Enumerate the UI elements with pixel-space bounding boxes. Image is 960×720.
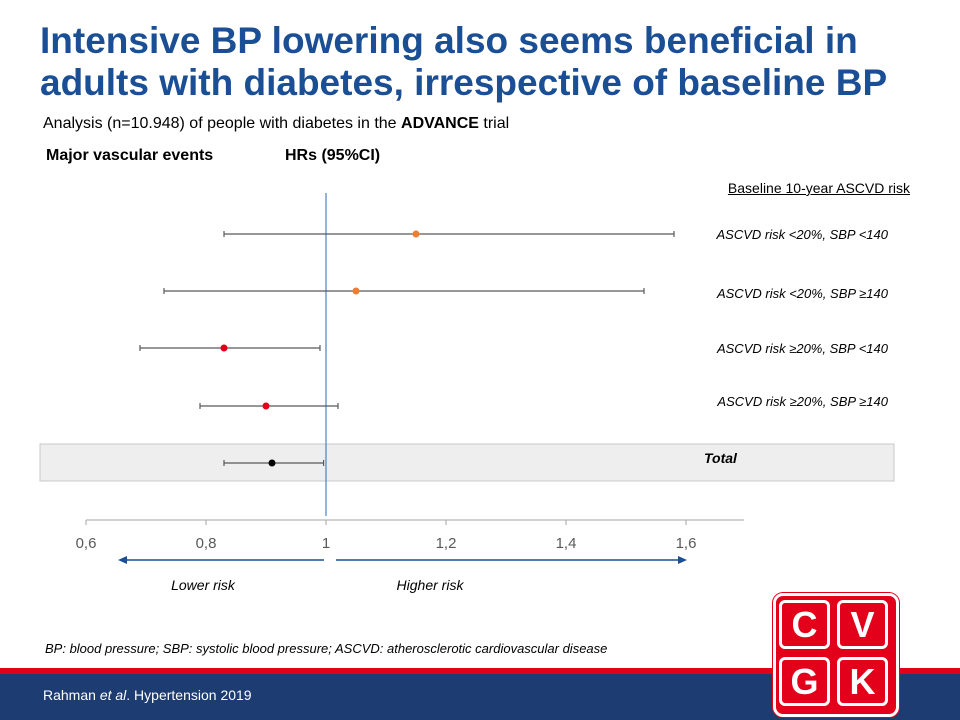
citation-source: . Hypertension 2019 [126, 687, 252, 703]
higher-risk-label: Higher risk [397, 577, 465, 593]
logo-letter-c: C [779, 600, 830, 649]
x-tick-label-3: 1,2 [436, 535, 457, 552]
hr-point-4 [262, 402, 270, 410]
subtitle-text: Analysis (n=10.948) of people with diabe… [43, 115, 402, 132]
cvgk-logo: C V G K [773, 593, 899, 717]
trial-name: ADVANCE [401, 115, 479, 132]
forest-plot: 0,6 0,8 1 1,2 1,4 1,6 Lower risk Higher risk [39, 193, 895, 593]
lower-risk-arrowhead [118, 556, 127, 564]
total-row-band [39, 443, 895, 482]
hr-column-header: HRs (95%CI) [285, 147, 381, 164]
hr-point-3 [220, 344, 228, 352]
row-label-3: ASCVD risk ≥20%, SBP <140 [716, 341, 888, 356]
x-tick-label-5: 1,6 [676, 535, 697, 552]
legend-title: Baseline 10-year ASCVD risk [727, 180, 910, 196]
hr-point-1 [412, 230, 420, 238]
logo-letter-g: G [779, 657, 830, 706]
citation: Rahman et al. Hypertension 2019 [43, 687, 252, 703]
hr-point-2 [352, 287, 360, 295]
x-tick-label-0: 0,6 [76, 535, 97, 552]
logo-letter-k: K [837, 657, 888, 706]
row-label-total: Total [704, 450, 737, 466]
row-label-2: ASCVD risk <20%, SBP ≥140 [716, 286, 888, 301]
x-tick-label-1: 0,8 [196, 535, 217, 552]
logo-letter-v: V [837, 600, 888, 649]
footer-accent-line [0, 668, 960, 674]
citation-authors: Rahman [43, 687, 100, 703]
x-tick-label-2: 1 [322, 535, 330, 552]
higher-risk-arrowhead [678, 556, 687, 564]
slide-title: Intensive BP lowering also seems benefic… [40, 20, 888, 103]
slide-subtitle: Analysis (n=10.948) of people with diabe… [43, 115, 509, 133]
citation-etal: et al [99, 687, 127, 703]
outcome-column-header: Major vascular events [46, 147, 214, 164]
row-label-1: ASCVD risk <20%, SBP <140 [716, 227, 889, 242]
abbreviations-footnote: BP: blood pressure; SBP: systolic blood … [45, 641, 608, 656]
row-label-4: ASCVD risk ≥20%, SBP ≥140 [717, 394, 888, 409]
lower-risk-label: Lower risk [171, 577, 236, 593]
hr-point-5 [268, 459, 276, 467]
x-tick-label-4: 1,4 [556, 535, 577, 552]
subtitle-suffix: trial [478, 115, 510, 132]
